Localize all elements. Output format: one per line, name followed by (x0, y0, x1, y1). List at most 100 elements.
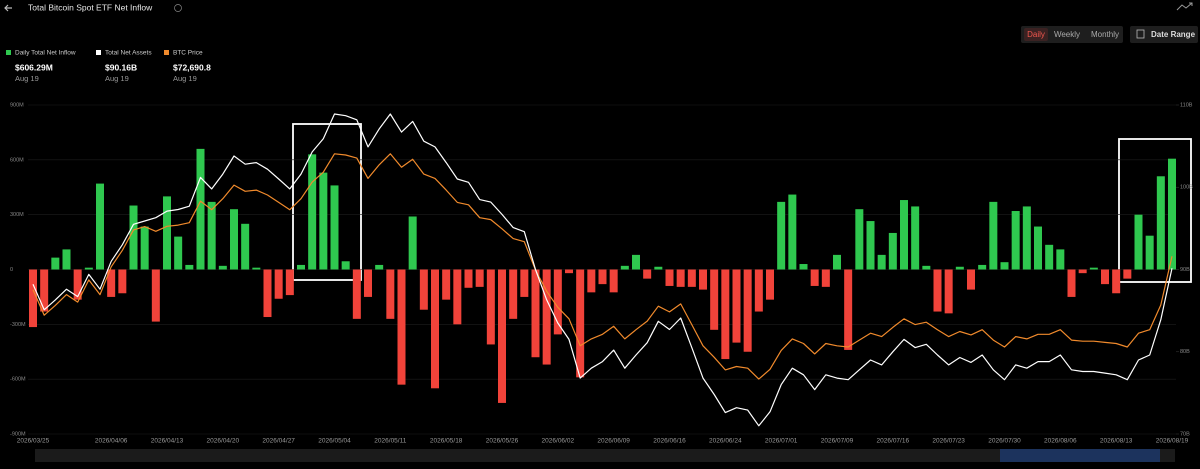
trend-icon[interactable] (1176, 2, 1193, 11)
bar (967, 269, 975, 290)
bar (933, 269, 942, 312)
x-tick-label: 2026/07/09 (821, 438, 854, 445)
x-tick-label: 2026/06/16 (653, 438, 686, 445)
line (32, 113, 1173, 427)
bar (40, 269, 49, 312)
bar (1000, 262, 1009, 270)
legend-value: $72,690.8 (173, 62, 211, 72)
y-tick-label: 300M (10, 212, 24, 218)
date-range-label[interactable]: Date Range (1151, 30, 1196, 39)
bar (542, 269, 551, 365)
date-range-button[interactable] (1130, 26, 1198, 43)
bar (285, 269, 294, 296)
bar (84, 267, 93, 270)
legend-swatch (164, 50, 169, 55)
bar (1101, 269, 1109, 285)
bar (498, 269, 506, 403)
bar (777, 201, 786, 270)
legend-value: $90.16B (105, 62, 137, 72)
x-tick-label: 2026/05/04 (318, 438, 351, 445)
bar (900, 200, 908, 270)
bar (1145, 235, 1154, 270)
bar (174, 236, 183, 270)
x-tick-label: 2026/07/16 (877, 438, 910, 445)
calendar-icon (1136, 29, 1145, 39)
bar (799, 264, 808, 270)
bar (464, 269, 473, 288)
tab[interactable]: Monthly (1091, 30, 1119, 39)
bar (96, 183, 104, 270)
bar (1156, 176, 1165, 270)
bar (676, 269, 685, 287)
x-tick-label: 2026/04/06 (95, 438, 128, 445)
bar (1056, 249, 1065, 270)
back-button[interactable] (4, 4, 12, 12)
bar (520, 269, 529, 297)
x-tick-label: 2026/07/23 (932, 438, 965, 445)
bar (207, 201, 216, 270)
bar (263, 269, 272, 318)
bar (955, 266, 964, 270)
x-tick-label: 2026/04/20 (207, 438, 240, 445)
bar (308, 154, 317, 270)
bar (341, 261, 350, 270)
bar (118, 269, 127, 294)
bar (252, 267, 261, 270)
bar (833, 254, 841, 270)
bar (598, 269, 607, 285)
x-tick-label: 2026/06/02 (542, 438, 575, 445)
tab[interactable]: Daily (1027, 30, 1045, 39)
bar (297, 264, 305, 270)
bar (1067, 269, 1076, 297)
y2-tick-label: 70B (1180, 431, 1190, 437)
navigator[interactable] (35, 449, 1175, 462)
info-icon[interactable] (174, 4, 182, 12)
bar (654, 266, 663, 270)
x-tick-label: 2026/06/09 (597, 438, 630, 445)
bar (665, 269, 674, 286)
navigator-window[interactable] (1000, 449, 1160, 462)
bar (710, 269, 719, 330)
bar (866, 221, 875, 270)
bar (1089, 267, 1098, 270)
bar (732, 269, 741, 343)
bar (978, 264, 987, 270)
tab[interactable]: Weekly (1054, 30, 1080, 39)
bar (643, 269, 652, 279)
legend-swatch (96, 50, 101, 55)
bar (855, 209, 864, 270)
bar (1078, 269, 1087, 274)
bar (1022, 206, 1031, 270)
y-tick-label: -300M (10, 322, 26, 328)
y2-tick-label: 100B (1180, 185, 1193, 191)
y-tick-label: 900M (10, 102, 24, 108)
bar (821, 269, 830, 287)
bar (29, 269, 37, 328)
legend-date: Aug 19 (15, 74, 39, 83)
bar (140, 226, 149, 270)
bar (1168, 158, 1176, 270)
bar (1134, 214, 1143, 270)
bar (944, 269, 953, 314)
bar (721, 269, 730, 360)
x-tick-label: 2026/03/25 (17, 438, 50, 445)
bar (330, 185, 339, 270)
bar (609, 269, 618, 293)
y-tick-label: -900M (10, 431, 26, 437)
bar (1034, 226, 1042, 270)
legend-label: Daily Total Net Inflow (15, 50, 76, 57)
bar (107, 269, 116, 297)
legend-label: Total Net Assets (105, 50, 152, 57)
tab-active (1024, 28, 1048, 41)
bar (218, 265, 227, 270)
x-tick-label: 2026/07/01 (765, 438, 798, 445)
bar (274, 269, 283, 299)
bar (62, 249, 71, 270)
bar (386, 269, 395, 319)
bar (1123, 269, 1132, 279)
bar (319, 172, 328, 270)
bar (151, 269, 160, 322)
bar (486, 269, 495, 345)
x-tick-label: 2026/05/26 (486, 438, 519, 445)
